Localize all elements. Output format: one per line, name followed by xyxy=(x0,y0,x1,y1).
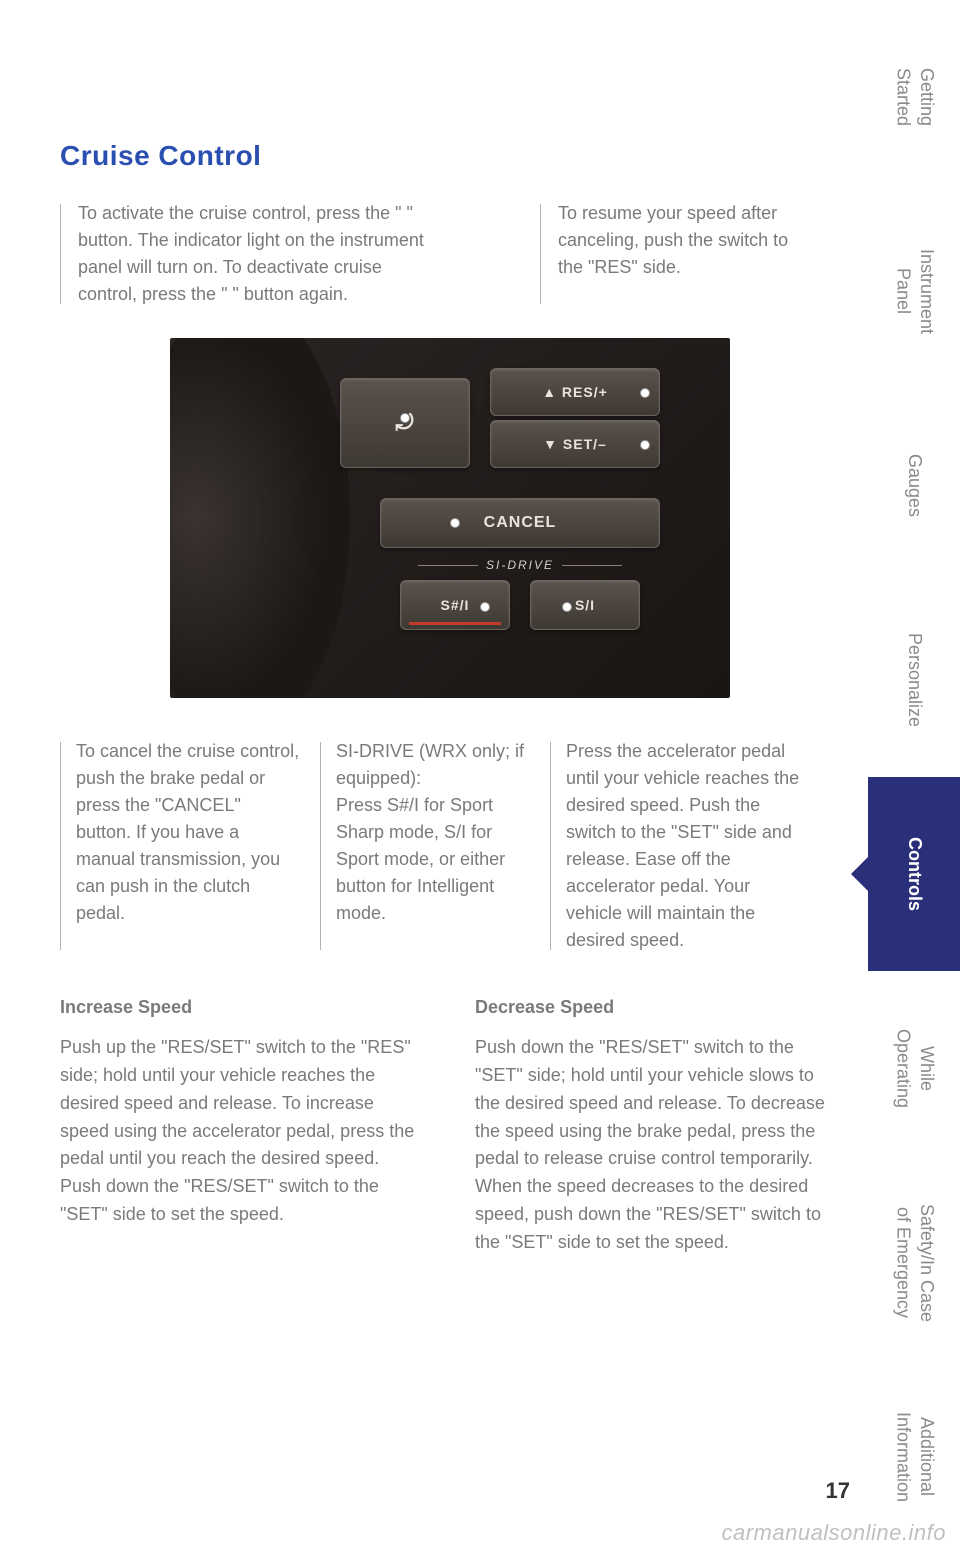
content-area: Cruise Control To activate the cruise co… xyxy=(60,140,840,1257)
callout-activate: To activate the cruise control, press th… xyxy=(60,200,440,308)
leader-dot xyxy=(562,602,572,612)
callout-cancel: To cancel the cruise control, push the b… xyxy=(60,738,300,954)
page: Cruise Control To activate the cruise co… xyxy=(0,0,960,1554)
leader-dot xyxy=(400,413,410,423)
s-button: S/I xyxy=(530,580,640,630)
callout-resume: To resume your speed after canceling, pu… xyxy=(540,200,800,308)
si-drive-label: SI-DRIVE xyxy=(380,558,660,572)
decrease-speed-column: Decrease Speed Push down the "RES/SET" s… xyxy=(475,994,840,1257)
page-title: Cruise Control xyxy=(60,140,840,172)
cruise-on-off-button: ⤾ xyxy=(340,378,470,468)
page-number: 17 xyxy=(826,1478,850,1504)
button-pod: ⤾ ▲ RES/+ ▼ SET/– CANCEL SI-DRIVE S#/I S… xyxy=(340,358,700,678)
s-sharp-button: S#/I xyxy=(400,580,510,630)
callout-set: Press the accelerator pedal until your v… xyxy=(550,738,810,954)
speed-columns: Increase Speed Push up the "RES/SET" swi… xyxy=(60,994,840,1257)
tab-getting-started[interactable]: Getting Started xyxy=(868,0,960,194)
leader-dot xyxy=(480,602,490,612)
decrease-body: Push down the "RES/SET" switch to the "S… xyxy=(475,1034,840,1257)
callout-sidrive: SI-DRIVE (WRX only; if equipped): Press … xyxy=(320,738,530,954)
increase-body: Push up the "RES/SET" switch to the "RES… xyxy=(60,1034,425,1229)
decrease-heading: Decrease Speed xyxy=(475,994,840,1022)
tab-instrument-panel[interactable]: Instrument Panel xyxy=(868,194,960,388)
tab-while-operating[interactable]: While Operating xyxy=(868,971,960,1165)
side-tabs: Getting Started Instrument Panel Gauges … xyxy=(868,0,960,1554)
top-callouts: To activate the cruise control, press th… xyxy=(60,200,840,308)
bottom-callouts: To cancel the cruise control, push the b… xyxy=(60,738,840,954)
s-sharp-label: S#/I xyxy=(441,597,470,613)
leader-dot xyxy=(450,518,460,528)
tab-safety[interactable]: Safety/In Case of Emergency xyxy=(868,1166,960,1360)
leader-dot xyxy=(640,388,650,398)
s-sharp-red-underline xyxy=(409,622,501,625)
leader-dot xyxy=(640,440,650,450)
tab-controls[interactable]: Controls xyxy=(868,777,960,971)
tab-personalize[interactable]: Personalize xyxy=(868,583,960,777)
res-plus-button: ▲ RES/+ xyxy=(490,368,660,416)
steering-wheel-photo: ⤾ ▲ RES/+ ▼ SET/– CANCEL SI-DRIVE S#/I S… xyxy=(170,338,730,698)
watermark: carmanualsonline.info xyxy=(721,1520,946,1546)
steering-wheel-rim xyxy=(170,338,350,698)
cancel-button: CANCEL xyxy=(380,498,660,548)
tab-gauges[interactable]: Gauges xyxy=(868,389,960,583)
increase-heading: Increase Speed xyxy=(60,994,425,1022)
set-minus-button: ▼ SET/– xyxy=(490,420,660,468)
increase-speed-column: Increase Speed Push up the "RES/SET" swi… xyxy=(60,994,425,1257)
